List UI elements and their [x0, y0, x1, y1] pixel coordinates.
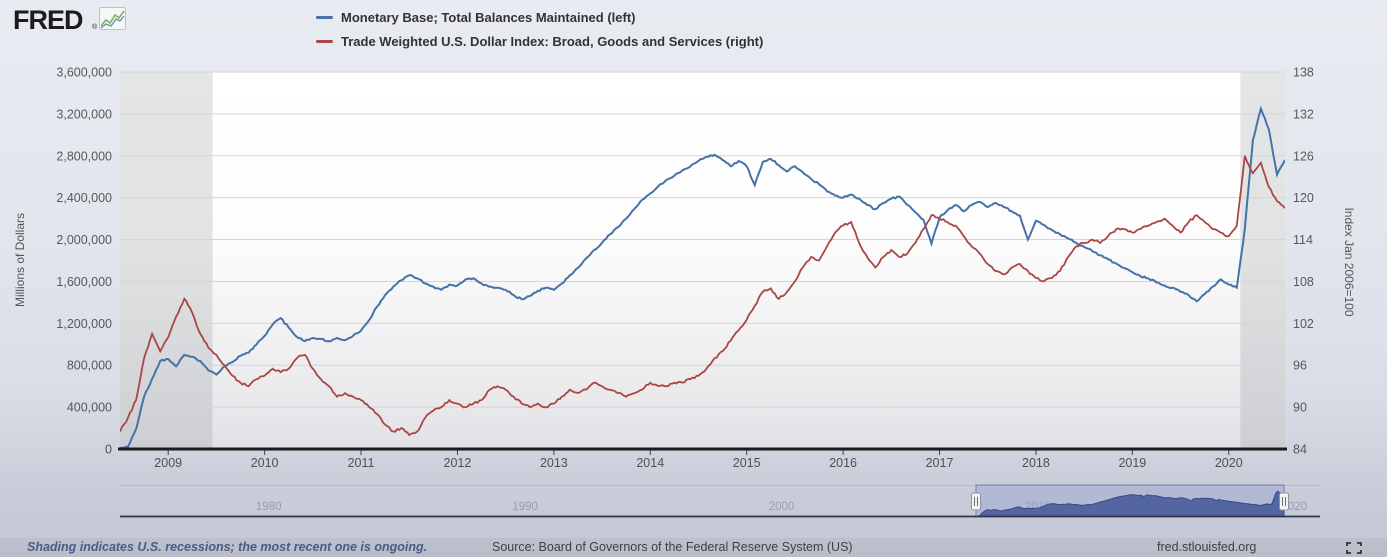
registered-mark: ® — [92, 24, 98, 31]
right-axis-label: 90 — [1293, 401, 1307, 415]
left-axis-label: 2,800,000 — [56, 149, 112, 163]
right-axis-label: 102 — [1293, 317, 1314, 331]
source-link[interactable]: Source: Board of Governors of the Federa… — [492, 540, 853, 554]
x-axis-label: 2014 — [636, 456, 664, 470]
x-axis-label: 2018 — [1022, 456, 1050, 470]
right-axis-label: 114 — [1293, 233, 1313, 247]
left-axis-label: 0 — [105, 443, 112, 457]
legend-label: Trade Weighted U.S. Dollar Index: Broad,… — [341, 33, 764, 49]
x-axis-label: 2015 — [733, 456, 761, 470]
fred-logo-chart-icon — [99, 7, 126, 30]
x-axis-label: 2010 — [251, 456, 279, 470]
left-axis-label: 1,200,000 — [56, 317, 112, 331]
x-axis-label: 2016 — [829, 456, 857, 470]
left-axis-label: 1,600,000 — [56, 275, 112, 289]
navigator-handle-right[interactable] — [1279, 492, 1289, 511]
navigator-tick-label: 1980 — [256, 501, 282, 513]
recession-shading-band — [120, 72, 213, 449]
right-axis-label: 138 — [1293, 66, 1314, 80]
left-axis-label: 2,000,000 — [56, 233, 112, 247]
navigator-area-series — [975, 490, 1285, 517]
x-axis-label: 2020 — [1215, 456, 1243, 470]
right-axis-label: 132 — [1293, 107, 1314, 121]
fred-logo[interactable]: FRED — [13, 5, 83, 35]
right-axis-label: 120 — [1293, 191, 1314, 205]
recession-note-link[interactable]: Shading indicates U.S. recessions; the m… — [27, 540, 428, 554]
x-axis-label: 2013 — [540, 456, 568, 470]
x-axis-label: 2017 — [926, 456, 954, 470]
recession-shading-band — [1240, 72, 1285, 449]
navigator-handle-left[interactable] — [971, 492, 981, 511]
navigator-tick-label: 1990 — [512, 501, 538, 513]
right-axis-label: 126 — [1293, 149, 1314, 163]
legend-item-monetary-base[interactable]: Monetary Base; Total Balances Maintained… — [316, 8, 636, 26]
navigator-tick-label: 2000 — [769, 501, 795, 513]
fullscreen-icon[interactable] — [1346, 542, 1362, 554]
left-axis-label: 800,000 — [67, 359, 112, 373]
series-line-monetary-base[interactable] — [120, 105, 1285, 449]
footer-band — [0, 538, 1387, 557]
legend-item-dollar-index[interactable]: Trade Weighted U.S. Dollar Index: Broad,… — [316, 32, 763, 50]
left-axis-label: 400,000 — [67, 401, 112, 415]
x-axis-label: 2011 — [348, 456, 375, 470]
left-axis-label: 3,600,000 — [56, 66, 112, 80]
legend-swatch-0 — [316, 15, 333, 19]
fred-site-link[interactable]: fred.stlouisfed.org — [1157, 540, 1257, 554]
x-axis-label: 2019 — [1118, 456, 1146, 470]
right-axis-label: 108 — [1293, 275, 1314, 289]
right-axis-label: 96 — [1293, 359, 1307, 373]
right-axis-label: 84 — [1293, 443, 1307, 457]
legend-swatch-1 — [316, 39, 333, 43]
series-layer — [120, 105, 1285, 449]
left-axis-label: 2,400,000 — [56, 191, 112, 205]
series-line-dollar-index[interactable] — [120, 155, 1285, 437]
legend-label: Monetary Base; Total Balances Maintained… — [341, 9, 636, 25]
plot-background — [120, 72, 1285, 449]
x-axis-label: 2012 — [444, 456, 472, 470]
left-axis-label: 3,200,000 — [56, 107, 112, 121]
x-axis-label: 2009 — [154, 456, 182, 470]
